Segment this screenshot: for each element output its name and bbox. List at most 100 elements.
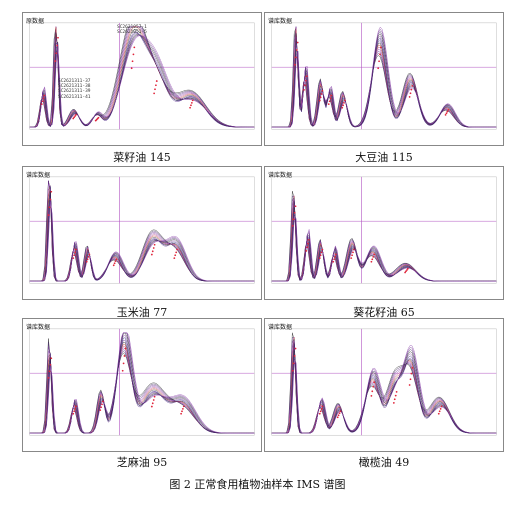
spectrum-curve xyxy=(29,26,255,128)
peak-marker xyxy=(152,247,155,249)
spectrum-curve xyxy=(29,345,255,434)
spectrum-curve xyxy=(29,332,255,434)
chart-panel-olive: 谱库数据 xyxy=(264,318,504,452)
legend-entry: SC2621311-38 xyxy=(58,84,91,90)
peak-marker xyxy=(350,257,353,260)
peak-marker xyxy=(55,52,58,55)
peak-marker xyxy=(291,369,294,372)
peak-marker xyxy=(321,405,324,408)
peak-marker xyxy=(338,412,341,415)
spectrum-curve xyxy=(29,188,255,282)
peak-marker xyxy=(114,260,117,263)
spectrum-curve xyxy=(271,33,497,128)
spectrum-curve xyxy=(29,338,255,434)
peak-marker xyxy=(409,378,412,381)
spectrum-curve xyxy=(29,26,255,128)
spectrum-curve xyxy=(29,347,255,434)
chart-panel-rapeseed: 原数据 SC2621057-1 SC2621051-5 SC2621311-37… xyxy=(22,12,262,146)
peak-marker xyxy=(308,239,310,241)
spectrum-curve xyxy=(29,332,255,434)
peak-marker xyxy=(73,410,76,413)
peak-marker xyxy=(303,88,305,91)
spectrum-curve xyxy=(271,337,497,434)
peak-marker xyxy=(373,381,376,384)
peak-marker xyxy=(411,366,414,369)
spectrum-curve xyxy=(29,201,255,282)
peak-marker xyxy=(408,96,411,98)
peak-marker xyxy=(294,205,297,208)
peak-marker xyxy=(409,92,412,95)
panel-caption: 菜籽油 145 xyxy=(113,151,171,164)
ims-spectrum-olive xyxy=(271,328,497,436)
peak-marker xyxy=(73,116,76,119)
peak-marker xyxy=(151,402,154,405)
peak-marker xyxy=(447,109,450,111)
peak-marker xyxy=(112,264,115,267)
peak-marker xyxy=(56,44,58,47)
plot-frame xyxy=(29,22,255,130)
spectrum-curve xyxy=(271,343,497,434)
peak-marker xyxy=(74,407,76,410)
peak-marker xyxy=(379,46,382,49)
peak-marker xyxy=(319,96,322,99)
peak-marker xyxy=(411,85,414,87)
peak-marker xyxy=(295,49,298,51)
legend-entry: SC2621311-37 xyxy=(58,79,91,84)
peak-marker xyxy=(304,79,307,82)
peak-marker xyxy=(445,112,448,115)
peak-marker xyxy=(370,260,373,263)
peak-marker xyxy=(124,347,127,350)
peak-marker xyxy=(48,370,51,373)
spectrum-curve xyxy=(29,197,255,282)
peak-marker xyxy=(155,80,158,82)
legend-entry: SC2621311-39 xyxy=(58,89,91,95)
peak-marker xyxy=(121,369,124,372)
peak-marker xyxy=(88,253,91,256)
peak-marker xyxy=(306,246,309,249)
spectrum-curve xyxy=(271,337,497,434)
peak-marker xyxy=(405,270,407,273)
spectrum-curve xyxy=(271,26,497,128)
legend-entry: SC2621311-41 xyxy=(58,94,91,100)
spectrum-curve xyxy=(271,332,497,434)
spectrum-curve xyxy=(271,346,497,434)
peak-marker xyxy=(406,269,408,271)
spectrum-curve xyxy=(271,350,497,434)
peak-marker xyxy=(304,84,306,87)
peak-marker xyxy=(296,41,299,44)
peak-marker xyxy=(42,97,45,100)
peak-marker xyxy=(189,106,191,109)
peak-marker xyxy=(293,355,296,357)
peak-marker xyxy=(130,67,133,70)
peak-marker xyxy=(292,218,295,221)
peak-marker xyxy=(440,405,443,408)
peak-marker xyxy=(133,46,136,49)
peak-marker xyxy=(174,254,177,257)
spectrum-curve xyxy=(271,338,497,434)
plot-frame xyxy=(29,176,255,284)
legend-entry: SC2621051-5 xyxy=(117,30,147,36)
spectrum-curve xyxy=(29,194,255,282)
plot-frame xyxy=(271,328,497,436)
spectrum-curve xyxy=(29,337,255,434)
spectrum-curve xyxy=(271,35,497,128)
ims-spectrum-corn xyxy=(29,176,255,284)
peak-marker xyxy=(181,410,183,413)
peak-marker xyxy=(181,407,184,410)
spectrum-curve xyxy=(271,37,497,128)
figure-caption: 图 2 正常食用植物油样本 IMS 谱图 xyxy=(169,478,346,491)
peak-marker xyxy=(341,106,344,109)
peak-marker xyxy=(40,103,43,106)
peak-marker xyxy=(57,36,59,39)
peak-marker xyxy=(408,384,411,386)
peak-marker xyxy=(318,257,321,260)
panel-title: 谱库数据 xyxy=(26,172,51,179)
plot-frame xyxy=(29,328,255,436)
peak-marker xyxy=(175,251,178,254)
peak-marker xyxy=(307,242,309,245)
spectrum-curve xyxy=(29,340,255,434)
panel-title: 谱库数据 xyxy=(26,324,51,331)
peak-marker xyxy=(75,405,77,408)
peak-marker xyxy=(404,271,406,274)
peak-marker xyxy=(43,94,46,97)
